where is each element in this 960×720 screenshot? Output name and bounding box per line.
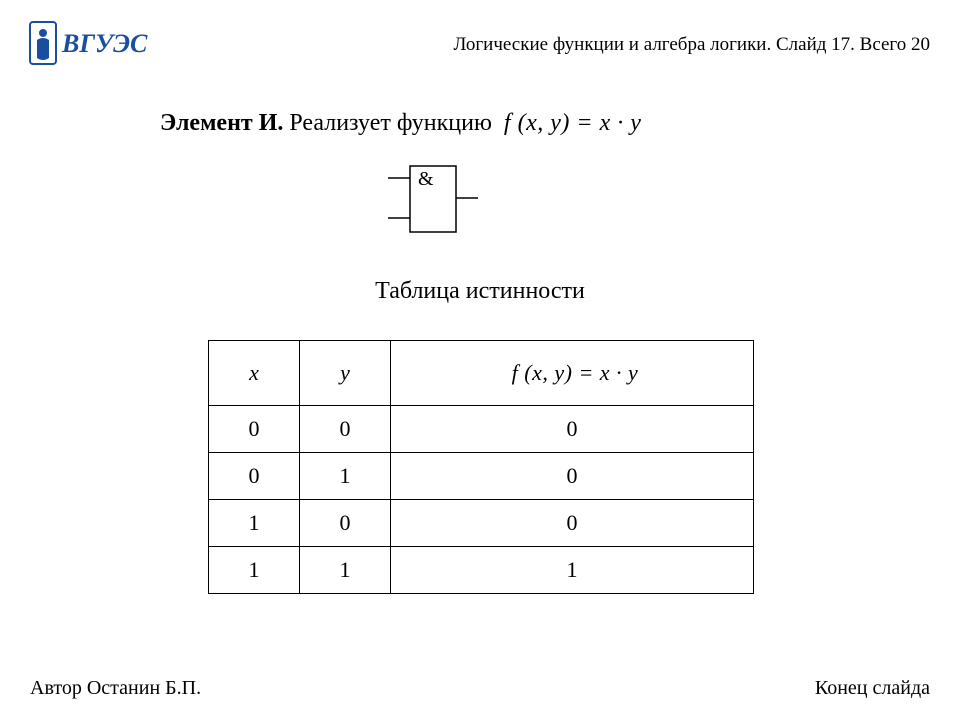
col-header-x: x: [209, 341, 300, 406]
truth-table: x y f (x, y) = x · y 0 0 0 0 1 0 1 0 0 1…: [208, 340, 754, 594]
cell: 1: [300, 453, 391, 500]
cell: 1: [300, 547, 391, 594]
slide-header-text: Логические функции и алгебра логики. Сла…: [453, 34, 930, 56]
cell: 1: [391, 547, 754, 594]
title-formula: f (x, y) = x · y: [504, 110, 641, 137]
cell: 0: [391, 453, 754, 500]
cell: 0: [300, 406, 391, 453]
logo-text: ВГУЭС: [61, 29, 148, 58]
cell: 1: [209, 500, 300, 547]
university-logo: ВГУЭС: [28, 20, 178, 66]
slide-title: Элемент И. Реализует функцию f (x, y) = …: [160, 110, 641, 137]
footer-end: Конец слайда: [815, 677, 930, 700]
col-header-f: f (x, y) = x · y: [391, 341, 754, 406]
cell: 0: [300, 500, 391, 547]
title-bold: Элемент И.: [160, 110, 283, 137]
and-gate-diagram: &: [388, 160, 478, 240]
title-rest: Реализует функцию: [289, 110, 492, 137]
cell: 0: [391, 406, 754, 453]
cell: 0: [209, 453, 300, 500]
truth-table-caption: Таблица истинности: [0, 278, 960, 305]
table-row: 0 0 0: [209, 406, 754, 453]
col-header-y: y: [300, 341, 391, 406]
cell: 0: [391, 500, 754, 547]
table-row: 1 1 1: [209, 547, 754, 594]
gate-symbol: &: [418, 168, 434, 190]
cell: 1: [209, 547, 300, 594]
table-row: 0 1 0: [209, 453, 754, 500]
table-row: 1 0 0: [209, 500, 754, 547]
table-header-row: x y f (x, y) = x · y: [209, 341, 754, 406]
footer-author: Автор Останин Б.П.: [30, 677, 201, 700]
cell: 0: [209, 406, 300, 453]
